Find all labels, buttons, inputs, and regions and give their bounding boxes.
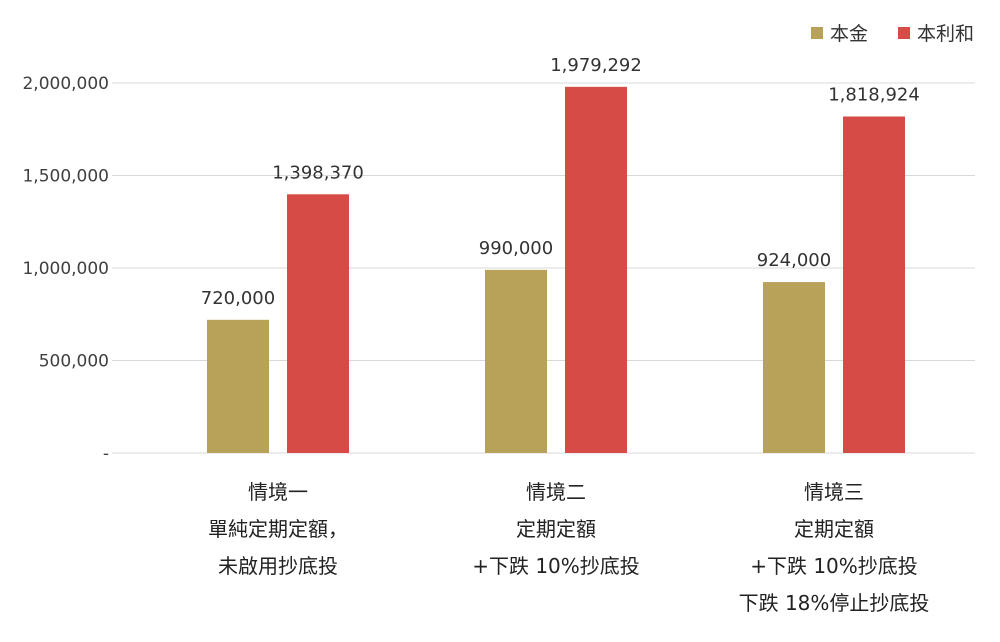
data-labels: 720,000 990,000 924,000 1,398,370 1,979,292 1… xyxy=(201,55,920,309)
bar-total-1 xyxy=(287,194,349,453)
legend-swatch xyxy=(811,27,823,39)
y-tick-label: 1,500,000 xyxy=(22,167,109,187)
x-category-line: 單純定期定額， xyxy=(208,517,348,541)
legend-swatch xyxy=(898,27,910,39)
x-category-label: 情境三定期定額 +下跌 10%抄底投 下跌 18%停止抄底投 xyxy=(694,474,974,622)
y-tick-label: 500,000 xyxy=(39,352,109,372)
y-tick-label: 2,000,000 xyxy=(22,74,109,94)
x-category-line: 情境三 xyxy=(804,480,864,504)
data-label: 720,000 xyxy=(201,288,275,309)
bar-total-2 xyxy=(565,86,627,453)
legend-label: 本利和 xyxy=(917,23,974,45)
data-label: 990,000 xyxy=(479,238,553,259)
x-category-line: 情境一 xyxy=(248,480,308,504)
bar-total-3 xyxy=(843,116,905,454)
y-axis: - 500,000 1,000,000 1,500,000 2,000,000 xyxy=(22,74,109,464)
data-label: 924,000 xyxy=(757,250,831,271)
legend: 本金 本利和 xyxy=(811,23,974,45)
x-category-line: +下跌 10%抄底投 xyxy=(750,554,918,578)
bars xyxy=(207,86,905,454)
x-category-line: 情境二 xyxy=(526,480,586,504)
data-label: 1,398,370 xyxy=(272,162,364,183)
y-tick-label: - xyxy=(103,444,109,464)
y-tick-label: 1,000,000 xyxy=(22,259,109,279)
x-category-line: 下跌 18%停止抄底投 xyxy=(738,591,930,615)
x-category-label: 情境一單純定期定額， 未啟用抄底投 xyxy=(138,474,418,585)
x-category-line: 定期定額 xyxy=(794,517,874,541)
x-category-line: 未啟用抄底投 xyxy=(218,554,338,578)
data-label: 1,818,924 xyxy=(828,84,920,105)
x-category-line: +下跌 10%抄底投 xyxy=(472,554,640,578)
legend-label: 本金 xyxy=(830,23,868,45)
bar-principal-1 xyxy=(207,319,269,453)
x-category-line: 定期定額 xyxy=(516,517,596,541)
x-category-label: 情境二定期定額 +下跌 10%抄底投 xyxy=(416,474,696,585)
data-label: 1,979,292 xyxy=(550,55,642,76)
bar-principal-2 xyxy=(485,269,547,453)
bar-principal-3 xyxy=(763,282,825,453)
